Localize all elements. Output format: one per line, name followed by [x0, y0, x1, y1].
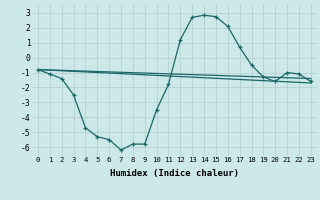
X-axis label: Humidex (Indice chaleur): Humidex (Indice chaleur) [110, 169, 239, 178]
